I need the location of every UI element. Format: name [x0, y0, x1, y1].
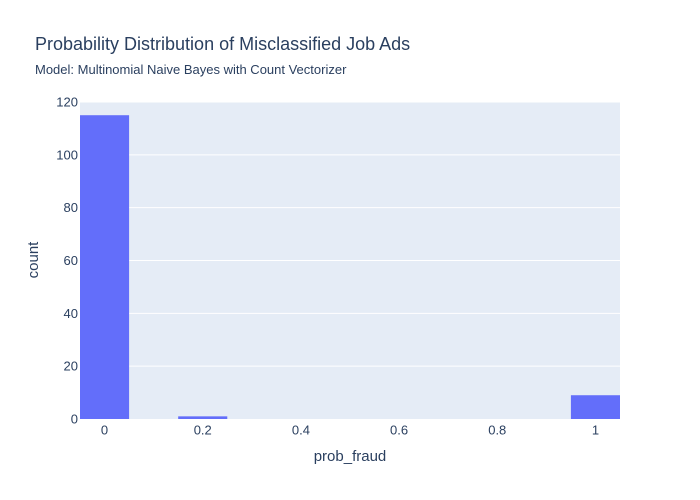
bars — [80, 115, 620, 419]
y-tick-label: 40 — [64, 306, 78, 321]
chart-subtitle: Model: Multinomial Naive Bayes with Coun… — [35, 62, 347, 77]
y-tick-label: 80 — [64, 200, 78, 215]
grid — [80, 101, 620, 367]
y-tick-label: 20 — [64, 359, 78, 374]
x-tick-label: 0 — [101, 423, 108, 438]
x-tick-label: 0.6 — [390, 423, 408, 438]
x-tick-label: 0.4 — [292, 423, 310, 438]
x-tick-label: 0.2 — [194, 423, 212, 438]
y-tick-label: 120 — [56, 95, 78, 110]
y-axis-ticks: 0 20 40 60 80 100 120 — [56, 95, 78, 427]
histogram-bar — [80, 115, 130, 419]
y-tick-label: 100 — [56, 147, 78, 162]
histogram-bar — [570, 395, 620, 419]
y-tick-label: 60 — [64, 253, 78, 268]
x-tick-label: 1 — [592, 423, 599, 438]
histogram-bar — [178, 416, 228, 419]
x-axis-title: prob_fraud — [314, 448, 387, 465]
y-axis-title: count — [25, 241, 42, 279]
x-axis-ticks: 0 0.2 0.4 0.6 0.8 1 — [101, 423, 599, 438]
x-tick-label: 0.8 — [488, 423, 506, 438]
y-tick-label: 0 — [71, 412, 78, 427]
chart-title: Probability Distribution of Misclassifie… — [35, 34, 410, 54]
